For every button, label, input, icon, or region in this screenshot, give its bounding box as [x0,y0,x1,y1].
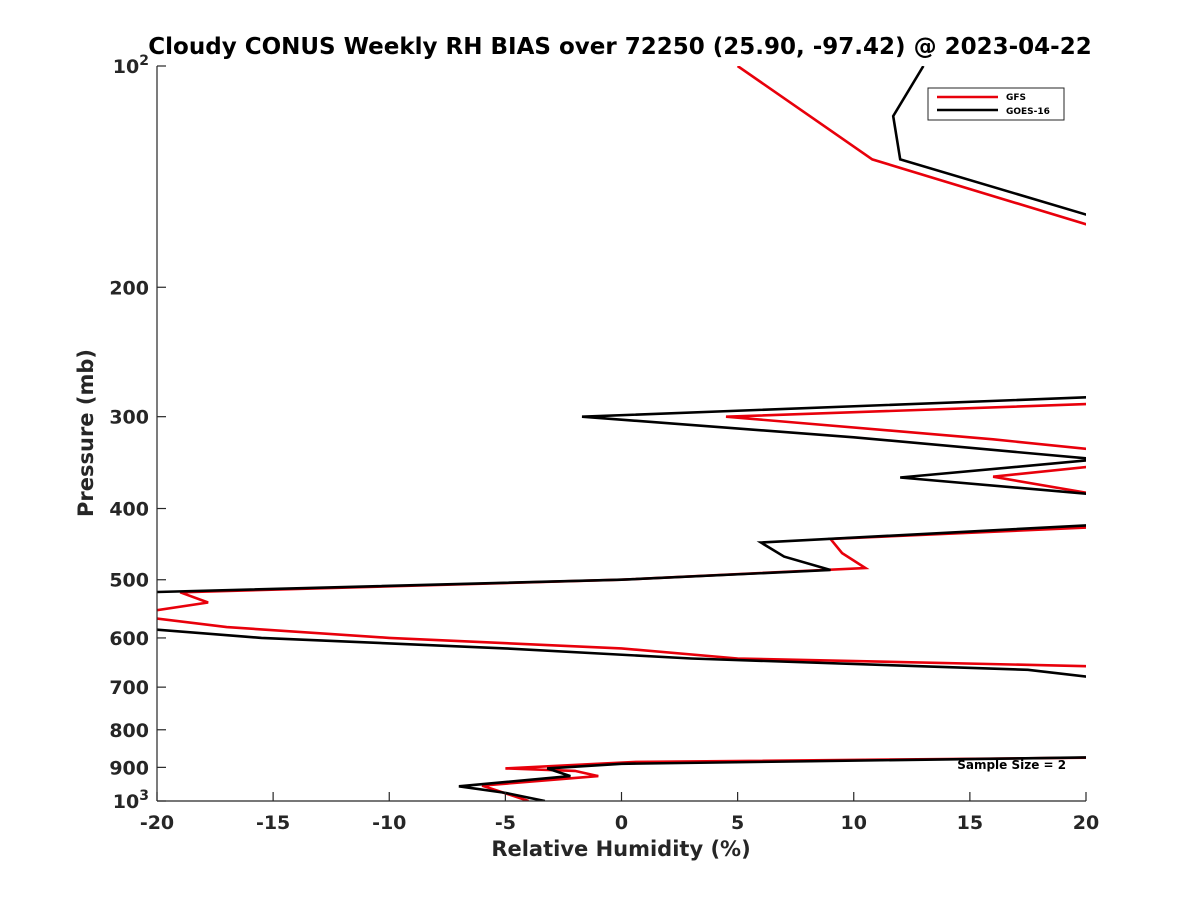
y-tick-label: 103 [113,788,149,813]
series-layer [157,66,1086,801]
y-axis-label: Pressure (mb) [74,349,98,517]
y-tick-label: 900 [109,757,149,779]
y-tick-label: 102 [113,53,149,78]
x-axis-ticks: -20 -15 -10 -5 0 5 10 15 20 [140,792,1099,834]
x-tick-label: 0 [615,812,628,834]
y-tick-label: 500 [109,570,149,592]
sample-size-annotation: Sample Size = 2 [957,758,1066,772]
legend-label-goes16: GOES-16 [1006,107,1050,117]
y-tick-label: 200 [109,277,149,299]
legend: GFS GOES-16 [927,87,1065,121]
x-tick-label: 5 [731,812,744,834]
legend-box [927,87,1065,121]
x-tick-label: 10 [841,812,867,834]
series-line-goes16 [157,66,1086,801]
y-tick-label: 400 [109,499,149,521]
x-tick-label: -15 [256,812,290,834]
chart-title: Cloudy CONUS Weekly RH BIAS over 72250 (… [148,34,1091,60]
y-tick-label: 300 [109,407,149,429]
x-tick-label: -20 [140,812,174,834]
x-tick-label: -5 [495,812,516,834]
y-axis-ticks: 102 200 300 400 500 600 700 800 900 103 [109,53,166,813]
y-tick-label: 600 [109,628,149,650]
y-tick-label: 800 [109,720,149,742]
x-axis-label: Relative Humidity (%) [491,837,750,861]
legend-label-gfs: GFS [1006,93,1026,103]
x-tick-label: 15 [957,812,983,834]
y-tick-label: 700 [109,677,149,699]
x-tick-label: 20 [1073,812,1099,834]
x-tick-label: -10 [372,812,406,834]
annotations-layer: Sample Size = 2 [957,758,1066,772]
